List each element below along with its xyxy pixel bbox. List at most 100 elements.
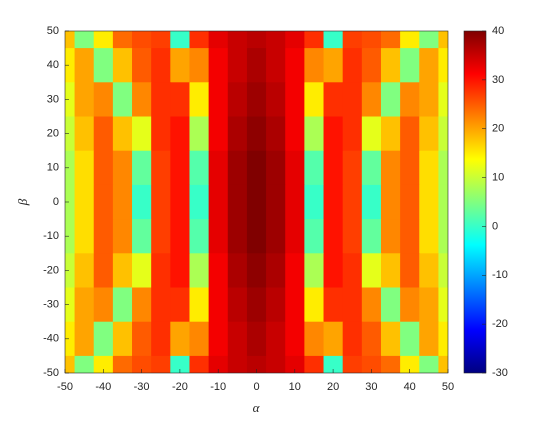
heatmap-cell: [93, 321, 114, 357]
heatmap-cell: [323, 31, 344, 49]
heatmap-cell: [304, 184, 325, 220]
heatmap-cell: [419, 116, 439, 152]
y-tick-label: 50: [47, 25, 59, 37]
heatmap-cell: [151, 48, 171, 83]
heatmap-cell: [74, 355, 95, 373]
heatmap-cell: [361, 287, 382, 323]
heatmap-cell: [208, 48, 229, 83]
heatmap-cell: [342, 219, 363, 254]
heatmap-cell: [189, 184, 210, 220]
heatmap-cell: [285, 150, 305, 186]
heatmap-cell: [112, 31, 133, 49]
heatmap-cell: [208, 184, 229, 220]
heatmap-cell: [361, 219, 382, 254]
x-tick-label: 30: [365, 381, 377, 393]
y-tick-label: 10: [47, 162, 59, 174]
heatmap-cell: [170, 184, 190, 220]
heatmap-cell: [93, 287, 114, 323]
y-tick-label: -50: [43, 367, 59, 379]
heatmap-cell: [419, 31, 439, 49]
heatmap-cell: [112, 184, 133, 220]
heatmap-cell: [285, 253, 305, 288]
heatmap-cell: [419, 82, 439, 117]
heatmap-cell: [65, 321, 76, 357]
heatmap-cell: [380, 321, 401, 357]
heatmap-cell: [74, 116, 95, 152]
y-axis-label: β: [15, 198, 30, 206]
heatmap-cell: [438, 150, 448, 186]
heatmap-cell: [380, 355, 401, 373]
heatmap-cell: [304, 116, 325, 152]
heatmap-cell: [419, 287, 439, 323]
heatmap-cell: [74, 219, 95, 254]
heatmap-cell: [151, 253, 171, 288]
heatmap-cell: [170, 219, 190, 254]
colorbar-tick-label: -20: [492, 318, 508, 330]
heatmap-cell: [112, 219, 133, 254]
heatmap-cell: [208, 321, 229, 357]
heatmap-cell: [266, 48, 286, 83]
heatmap-cell: [400, 31, 420, 49]
heatmap-cell: [74, 253, 95, 288]
heatmap-cell: [342, 150, 363, 186]
x-tick-label: 20: [327, 381, 339, 393]
heatmap-cell: [93, 116, 114, 152]
heatmap-cell: [400, 321, 420, 357]
heatmap-cell: [323, 219, 344, 254]
heatmap-cell: [419, 184, 439, 220]
heatmap-cell: [112, 82, 133, 117]
colorbar-tick-label: 10: [492, 171, 504, 183]
heatmap-cell: [285, 287, 305, 323]
x-axis-label: α: [253, 400, 261, 415]
colorbar-tick-label: 40: [492, 25, 504, 37]
heatmap-cell: [400, 184, 420, 220]
heatmap-cell: [246, 355, 267, 373]
heatmap-cell: [74, 287, 95, 323]
heatmap-cell: [342, 184, 363, 220]
heatmap-cell: [189, 150, 210, 186]
x-tick-label: -30: [134, 381, 150, 393]
heatmap-cell: [93, 355, 114, 373]
heatmap-cell: [93, 48, 114, 83]
heatmap-cell: [132, 355, 152, 373]
heatmap-cell: [266, 287, 286, 323]
heatmap-cell: [170, 287, 190, 323]
heatmap-cell: [419, 355, 439, 373]
heatmap-cell: [304, 150, 325, 186]
heatmap-cell: [112, 150, 133, 186]
heatmap-cell: [400, 287, 420, 323]
x-tick-label: -20: [172, 381, 188, 393]
heatmap-cell: [323, 116, 344, 152]
heatmap-cell: [323, 287, 344, 323]
heatmap-cell: [189, 253, 210, 288]
colorbar-tick-label: -30: [492, 367, 508, 379]
heatmap-cell: [285, 116, 305, 152]
heatmap-cell: [65, 150, 76, 186]
heatmap-cell: [304, 82, 325, 117]
heatmap-cell: [285, 184, 305, 220]
y-tick-label: -20: [43, 264, 59, 276]
heatmap-cell: [285, 82, 305, 117]
y-tick-label: -10: [43, 230, 59, 242]
heatmap-cell: [323, 82, 344, 117]
heatmap-cell: [227, 82, 248, 117]
heatmap-cell: [438, 116, 448, 152]
heatmap-cell: [227, 253, 248, 288]
heatmap-cell: [170, 48, 190, 83]
heatmap-cell: [304, 253, 325, 288]
heatmap-cell: [323, 150, 344, 186]
heatmap-cell: [361, 321, 382, 357]
heatmap-cell: [227, 219, 248, 254]
heatmap-cell: [227, 48, 248, 83]
heatmap-cell: [438, 82, 448, 117]
heatmap-cell: [361, 116, 382, 152]
heatmap-cell: [304, 48, 325, 83]
heatmap-cell: [400, 355, 420, 373]
heatmap-cell: [151, 355, 171, 373]
heatmap-cell: [65, 82, 76, 117]
heatmap-cell: [170, 321, 190, 357]
heatmap-cell: [151, 219, 171, 254]
heatmap-cell: [246, 48, 267, 83]
heatmap-cell: [208, 219, 229, 254]
